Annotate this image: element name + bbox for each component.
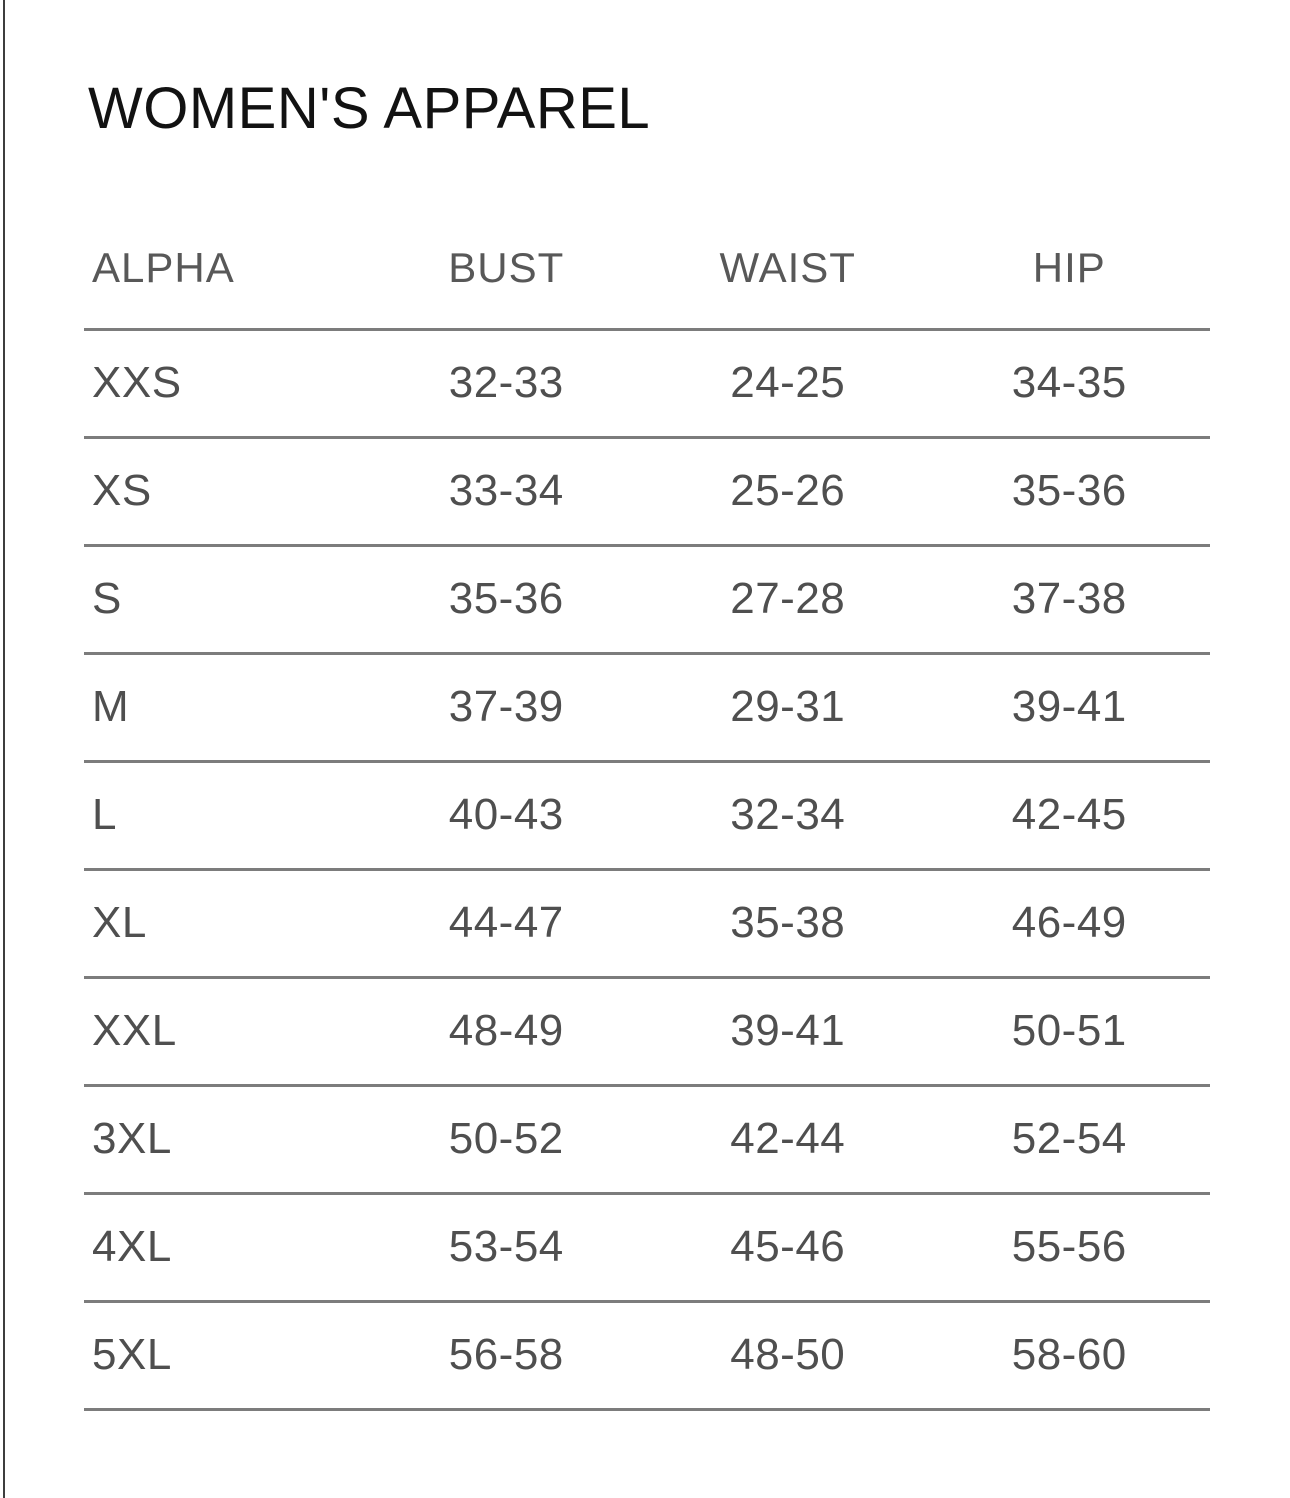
- waist-value: 39-41: [647, 977, 929, 1087]
- waist-value: 42-44: [647, 1085, 929, 1195]
- size-label: XXS: [84, 329, 366, 439]
- table-row: 4XL 53-54 45-46 55-56: [84, 1193, 1210, 1303]
- table-row: M 37-39 29-31 39-41: [84, 653, 1210, 763]
- size-label: S: [84, 545, 366, 655]
- bust-value: 50-52: [365, 1085, 647, 1195]
- size-label: XXL: [84, 977, 366, 1087]
- hip-value: 39-41: [928, 653, 1210, 763]
- bust-value: 35-36: [365, 545, 647, 655]
- bust-value: 48-49: [365, 977, 647, 1087]
- waist-value: 29-31: [647, 653, 929, 763]
- table-header-row: ALPHA BUST WAIST HIP: [84, 238, 1210, 331]
- column-header-bust: BUST: [365, 238, 647, 331]
- table-row: L 40-43 32-34 42-45: [84, 761, 1210, 871]
- waist-value: 27-28: [647, 545, 929, 655]
- hip-value: 42-45: [928, 761, 1210, 871]
- waist-value: 48-50: [647, 1301, 929, 1411]
- hip-value: 58-60: [928, 1301, 1210, 1411]
- size-label: 4XL: [84, 1193, 366, 1303]
- waist-value: 24-25: [647, 329, 929, 439]
- table-row: XXS 32-33 24-25 34-35: [84, 329, 1210, 439]
- waist-value: 45-46: [647, 1193, 929, 1303]
- table-row: S 35-36 27-28 37-38: [84, 545, 1210, 655]
- column-header-hip: HIP: [928, 238, 1210, 331]
- waist-value: 25-26: [647, 437, 929, 547]
- hip-value: 37-38: [928, 545, 1210, 655]
- waist-value: 35-38: [647, 869, 929, 979]
- bust-value: 37-39: [365, 653, 647, 763]
- bust-value: 56-58: [365, 1301, 647, 1411]
- table-row: XL 44-47 35-38 46-49: [84, 869, 1210, 979]
- size-chart-content: WOMEN'S APPAREL ALPHA BUST WAIST HIP XXS…: [84, 0, 1210, 1411]
- hip-value: 35-36: [928, 437, 1210, 547]
- table-row: 3XL 50-52 42-44 52-54: [84, 1085, 1210, 1195]
- bust-value: 40-43: [365, 761, 647, 871]
- waist-value: 32-34: [647, 761, 929, 871]
- size-label: L: [84, 761, 366, 871]
- column-header-alpha: ALPHA: [84, 238, 366, 331]
- size-label: 3XL: [84, 1085, 366, 1195]
- bust-value: 44-47: [365, 869, 647, 979]
- size-label: 5XL: [84, 1301, 366, 1411]
- hip-value: 50-51: [928, 977, 1210, 1087]
- bust-value: 53-54: [365, 1193, 647, 1303]
- table-row: XS 33-34 25-26 35-36: [84, 437, 1210, 547]
- size-label: XS: [84, 437, 366, 547]
- size-chart-table: ALPHA BUST WAIST HIP XXS 32-33 24-25 34-…: [84, 238, 1210, 1411]
- table-row: XXL 48-49 39-41 50-51: [84, 977, 1210, 1087]
- page-title: WOMEN'S APPAREL: [88, 76, 651, 141]
- bust-value: 32-33: [365, 329, 647, 439]
- hip-value: 55-56: [928, 1193, 1210, 1303]
- hip-value: 52-54: [928, 1085, 1210, 1195]
- column-header-waist: WAIST: [647, 238, 929, 331]
- hip-value: 34-35: [928, 329, 1210, 439]
- hip-value: 46-49: [928, 869, 1210, 979]
- bust-value: 33-34: [365, 437, 647, 547]
- size-label: M: [84, 653, 366, 763]
- size-label: XL: [84, 869, 366, 979]
- table-row: 5XL 56-58 48-50 58-60: [84, 1301, 1210, 1411]
- panel-left-edge-divider: [3, 0, 5, 1498]
